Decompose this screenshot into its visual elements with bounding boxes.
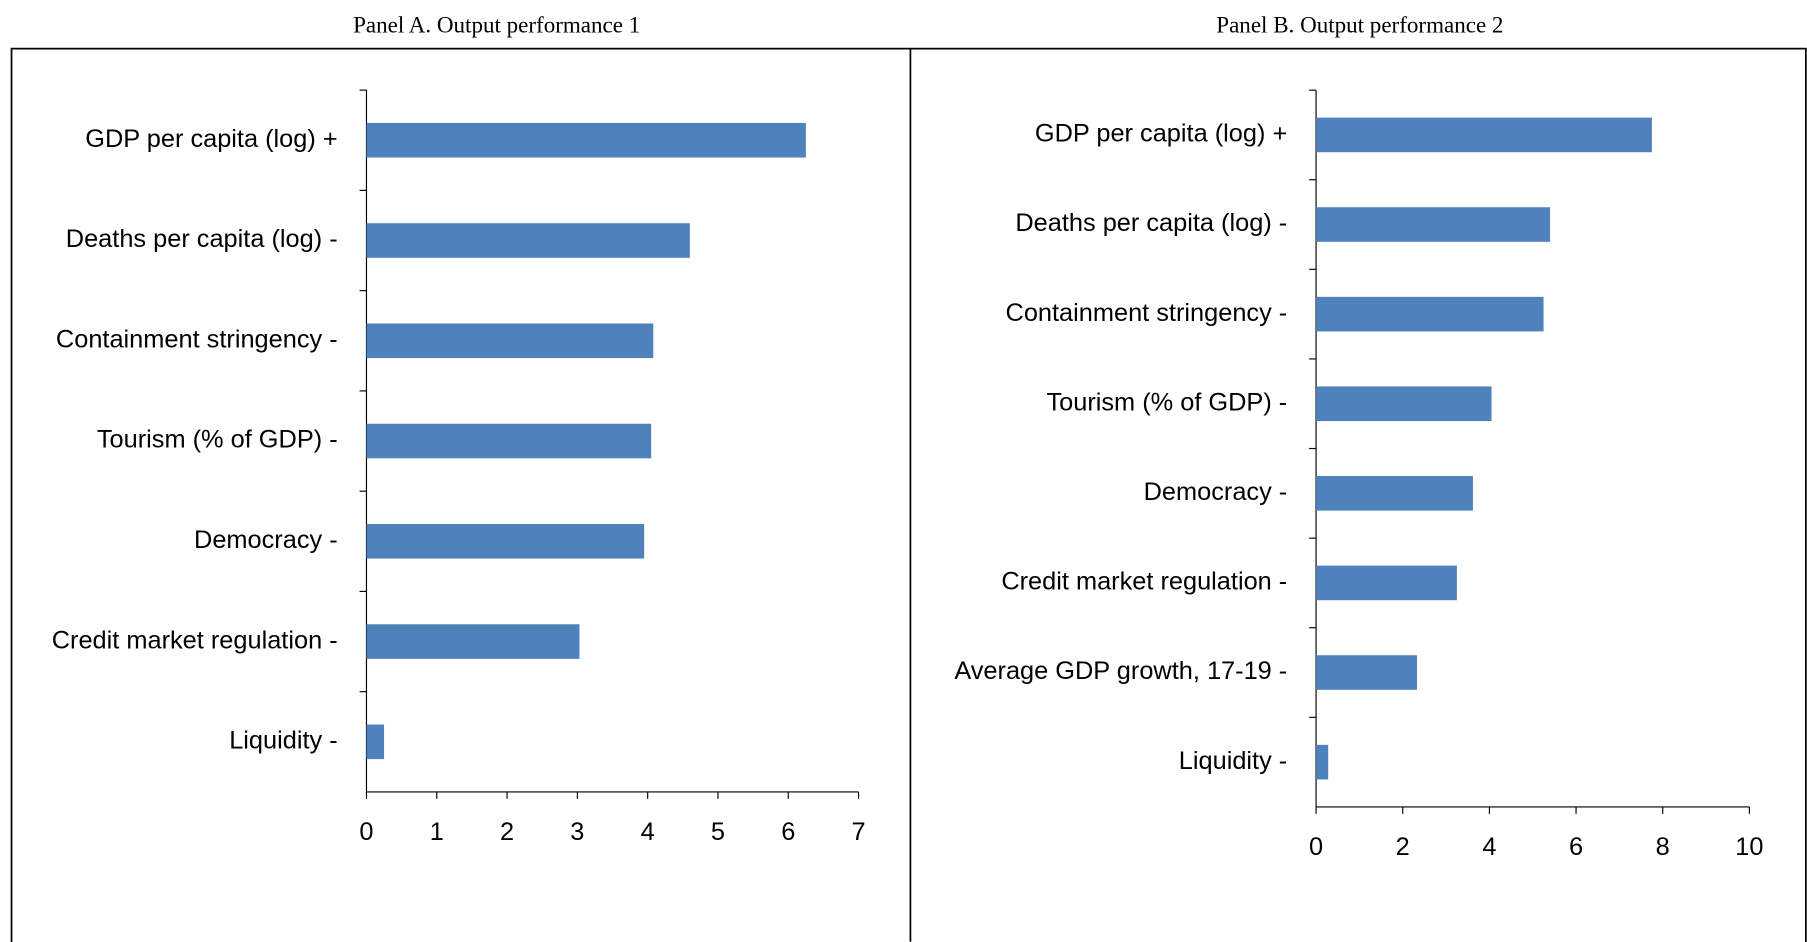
bar [1316,565,1457,601]
x-tick-label: 5 [711,818,725,846]
bar [1316,296,1544,332]
x-tick-label: 7 [852,818,866,846]
bar [366,122,806,158]
y-tick-label: Tourism (% of GDP) - [1046,388,1287,416]
y-tick-label: Deaths per capita (log) - [1015,209,1287,237]
bar [366,524,645,559]
x-tick-label: 6 [1569,833,1583,861]
y-tick-label: Liquidity - [1179,747,1287,775]
y-tick-label: Deaths per capita (log) - [66,225,338,253]
y-tick-label: GDP per capita (log) + [1035,120,1287,148]
bar [366,223,690,258]
bar [366,423,652,459]
bar [1316,476,1473,511]
x-tick-label: 2 [1396,833,1410,861]
x-tick-label: 4 [1482,833,1496,861]
y-tick-label: Democracy - [1144,478,1288,506]
x-tick-label: 4 [641,818,655,846]
frame [10,47,1807,942]
y-tick-label: Containment stringency - [1006,299,1288,327]
x-tick-label: 6 [781,818,795,846]
y-tick-label: Credit market regulation - [1001,568,1287,596]
y-tick-label: Average GDP growth, 17-19 - [954,657,1287,685]
y-tick-label: Credit market regulation - [52,626,338,654]
bar [1316,386,1492,422]
bar [1316,655,1418,690]
x-tick-label: 0 [1309,833,1323,861]
y-tick-label: Containment stringency - [56,325,338,353]
chart-title: Panel A. Output performance 1 [353,12,640,38]
y-tick-label: Democracy - [194,526,338,554]
bar [366,624,580,659]
bar [1316,117,1652,153]
x-tick-label: 1 [430,818,444,846]
x-tick-label: 8 [1656,833,1670,861]
bar [1316,744,1329,780]
x-tick-label: 3 [570,818,584,846]
bar [366,724,385,760]
y-tick-label: GDP per capita (log) + [85,125,337,153]
bar [1316,207,1551,242]
x-tick-label: 0 [359,818,373,846]
x-tick-label: 2 [500,818,514,846]
x-tick-label: 10 [1735,833,1763,861]
chart-title: Panel B. Output performance 2 [1216,12,1503,38]
y-tick-label: Tourism (% of GDP) - [97,426,338,454]
y-tick-label: Liquidity - [229,727,337,755]
bar [366,323,654,359]
